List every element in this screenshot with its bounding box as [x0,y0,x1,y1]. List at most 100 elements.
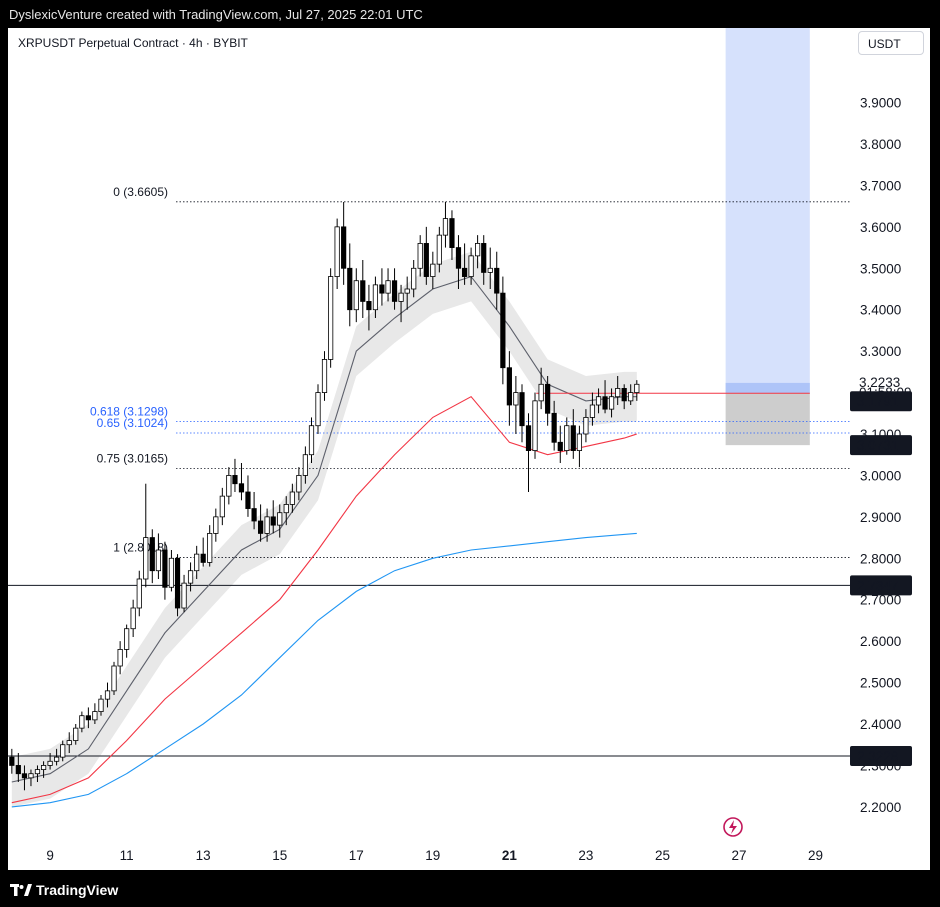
candle [423,226,429,285]
candle [621,384,627,410]
candle-body [583,417,589,435]
candle [417,235,423,277]
tradingview-logo-icon [10,884,32,896]
candle [347,243,353,327]
price-tick-label: 3.5000 [860,261,901,276]
price-tick-label: 3.0000 [860,468,901,483]
candle [449,210,455,260]
candle-body [417,243,423,269]
candle [391,268,398,310]
candle [353,268,359,323]
date-tick-label: 27 [731,848,746,863]
candle-body [92,711,98,721]
candle [54,748,60,766]
candle [181,574,187,613]
price-tick-label: 2.5000 [860,676,901,691]
currency-button[interactable]: USDT [858,31,924,55]
candle-body [213,516,219,534]
date-tick-label: 9 [46,848,54,863]
candle-body [385,280,391,294]
date-tick-label: 23 [578,848,593,863]
candle [40,761,47,778]
candle-body [302,454,308,476]
candle [277,504,283,538]
candle [155,533,162,579]
ema-blue-line [11,532,637,808]
candle-body [60,744,66,758]
symbol-title: XRPUSDT Perpetual Contract · 4h · BYBIT [18,36,248,50]
brand-text: TradingView [36,882,119,898]
candle-body [34,769,41,775]
date-tick-label: 21 [502,848,518,863]
price-tag-box [850,575,912,596]
chart-frame[interactable]: 0 (3.6605) 0.618 (3.1298) 0.65 (3.1024) 0.7… [8,28,930,870]
candle-body [455,247,462,269]
price-tick-label: 3.9000 [860,96,901,111]
candle-body [28,773,34,779]
candle [296,467,302,501]
candle-body [155,549,162,572]
candle-body [226,475,232,497]
candle [92,703,98,724]
candle-body [628,392,634,402]
price-tick-label: 2.7000 [860,593,901,608]
candle [366,284,372,331]
price-tick-label: 3.6000 [860,220,901,235]
candle-body [525,425,532,451]
candle-body [519,392,525,427]
candle-body [79,715,85,729]
candle-body [73,727,79,741]
candle-body [251,508,257,522]
candle [289,483,295,513]
candle-body [245,491,251,509]
candle-body [347,267,353,311]
candle-body [372,284,379,311]
fib-level-label: 0.618 (3.1298) [90,405,168,419]
date-tick-label: 13 [196,848,211,863]
candle-body [219,495,225,518]
candle-body [564,425,570,451]
candles-group [9,202,640,791]
candle [608,388,615,418]
candle-body [411,267,417,290]
candle-body [551,412,557,443]
candle-body [436,234,442,265]
candle-body [634,383,640,393]
fib-level-label: 0 (3.6605) [113,185,168,199]
candle-body [391,280,398,302]
candle-body [621,388,627,402]
candle-body [168,557,175,588]
candle [551,400,557,451]
candle-body [40,765,47,770]
candle-body [461,267,468,277]
candle-body [430,263,436,277]
alert-icon [723,817,743,837]
candle-body [174,557,181,609]
date-tick-label: 17 [349,848,364,863]
profit-fill-zone [725,382,810,394]
tradingview-logo[interactable]: TradingView [10,882,118,898]
candle [226,467,232,505]
candle-body [181,582,187,609]
price-tag-label: 2.7347 [857,578,898,593]
candle-body [360,280,366,302]
candle-body [21,773,28,779]
candle [245,475,251,517]
price-tick-label: 3.7000 [860,178,901,193]
price-tag-label: 3.1791 [857,394,898,409]
price-tick-label: 3.3000 [860,344,901,359]
candle [130,599,136,637]
candle [238,463,245,501]
candle-body [104,690,111,700]
candle [9,748,15,774]
candle-body [283,504,289,514]
price-chart[interactable]: 0 (3.6605) 0.618 (3.1298)0.65 (3.1024) 0.7… [8,28,930,870]
candle [513,376,519,434]
candle-body [117,649,123,667]
candle [615,376,621,405]
candle [60,740,66,762]
candle-body [487,267,493,273]
candle [525,413,532,492]
candle [21,765,28,791]
date-tick-label: 11 [120,848,134,863]
